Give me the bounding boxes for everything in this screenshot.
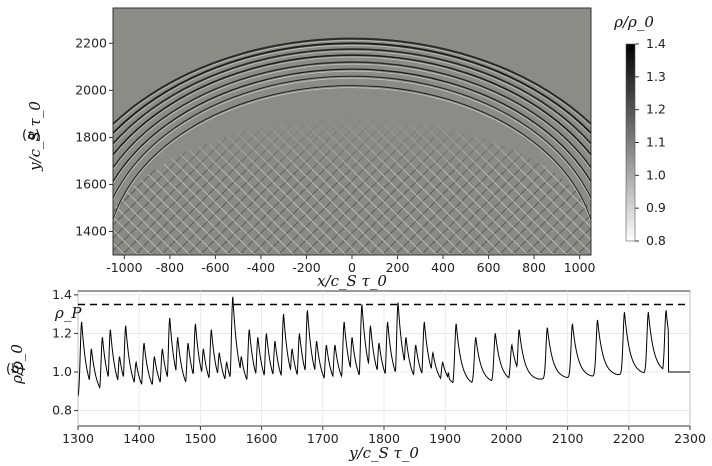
shock-front-highlight: [113, 44, 591, 136]
colorbar-tick-label: 1.2: [646, 102, 666, 117]
colorbar-tick-label: 1.3: [646, 69, 666, 84]
profile-x-axis-label: y/c_S τ_0: [348, 444, 419, 462]
map-x-tick-label: 600: [477, 260, 501, 275]
map-x-tick-label: -600: [201, 260, 229, 275]
colorbar-tick-label: 0.9: [646, 200, 666, 215]
colorbar-ticks: 0.8 0.9 1.0 1.1 1.2 1.3 1.4: [635, 36, 666, 248]
profile-x-tick-label: 2100: [552, 431, 584, 446]
shock-front-arc: [113, 37, 591, 126]
map-x-tick-label: 0: [348, 260, 356, 275]
shock-front-highlight: [113, 87, 591, 225]
shock-front-highlight: [113, 70, 591, 185]
shock-front-highlight: [113, 63, 591, 171]
map-x-tick-label: -400: [247, 260, 275, 275]
profile-x-tick-label: 1500: [184, 431, 216, 446]
profile-axes: 1300 1400 1500 1600 1700 1800 1900 2000 2100 2200…: [52, 287, 706, 446]
shock-front-arc: [113, 61, 591, 169]
map-x-axis-label: x/c_S τ_0: [317, 272, 387, 290]
shock-front-highlight: [113, 56, 591, 158]
colorbar-tick-label: 1.0: [646, 167, 666, 182]
shock-front-highlight: [113, 50, 591, 147]
interference-fade: [113, 113, 591, 180]
map-x-tick-label: 800: [522, 260, 546, 275]
map-x-tick-label: 200: [386, 260, 410, 275]
profile-x-tick-label: 1400: [123, 431, 155, 446]
map-x-tick-label: -200: [292, 260, 320, 275]
profile-x-tick-label: 2000: [490, 431, 522, 446]
profile-x-tick-label: 2200: [613, 431, 645, 446]
map-x-tick-label: 1000: [564, 260, 596, 275]
map-x-tick-label: -1000: [106, 260, 142, 275]
shock-fronts: [113, 37, 591, 225]
shock-front-arc: [113, 42, 591, 135]
profile-y-tick-label: 1.4: [52, 287, 72, 302]
rho-p-label: ρ_P: [54, 304, 82, 322]
shock-front-arc: [113, 75, 591, 200]
profile-x-tick-label: 1300: [62, 431, 94, 446]
profile-grid: [77, 291, 691, 426]
profile-x-tick-label: 1900: [429, 431, 461, 446]
profile-y-tick-label: 0.8: [52, 403, 72, 418]
profile-x-tick-label: 1700: [307, 431, 339, 446]
map-y-tick-label: 1600: [75, 176, 107, 191]
map-y-tick-label: 2200: [75, 35, 107, 50]
map-y-tick-label: 1800: [75, 129, 107, 144]
profile-y-axis-label: ρ/ρ_0: [8, 344, 26, 385]
colorbar-tick-label: 1.4: [646, 36, 666, 51]
map-y-tick-label: 2000: [75, 82, 107, 97]
map-y-tick-label: 1400: [75, 223, 107, 238]
map-axes: -1000 -800 -600 -400 -200 0 200 400 600 800 1000 14…: [75, 35, 595, 275]
colorbar-gradient: [625, 43, 636, 242]
shock-front-arc: [113, 85, 591, 223]
profile-y-tick-label: 1.2: [52, 325, 72, 340]
colorbar-tick-label: 0.8: [646, 233, 666, 248]
shock-front-arc: [113, 48, 591, 146]
colorbar: ρ/ρ_0 0.8 0.9 1.0 1.1 1.2 1.3 1.4: [613, 13, 666, 248]
density-map: [113, 8, 591, 255]
panel-label-a: (a): [22, 128, 40, 143]
panel-label-b: (b): [6, 362, 24, 377]
colorbar-title: ρ/ρ_0: [613, 13, 654, 31]
shock-front-highlight: [113, 40, 591, 127]
profile-y-tick-label: 1.0: [52, 364, 72, 379]
map-x-tick-label: -800: [156, 260, 184, 275]
shock-front-arc: [113, 54, 591, 157]
density-profile-line: [78, 296, 690, 397]
profile-x-tick-label: 1600: [246, 431, 278, 446]
map-x-tick-label: 400: [431, 260, 455, 275]
density-profile-panel: (b) 1300 1400 1500 1600 1700 1800 1900 2000 2100…: [6, 287, 706, 462]
profile-x-tick-label: 2300: [674, 431, 706, 446]
colorbar-tick-label: 1.1: [646, 135, 666, 150]
map-y-axis-label: y/c_S τ_0: [26, 101, 44, 172]
shock-front-arc: [113, 68, 591, 184]
density-map-panel: (a) -1000 -800 -600 -400 -200 0 200 400 600 800 10…: [22, 7, 666, 290]
profile-x-tick-label: 1800: [368, 431, 400, 446]
shock-front-highlight: [113, 77, 591, 202]
